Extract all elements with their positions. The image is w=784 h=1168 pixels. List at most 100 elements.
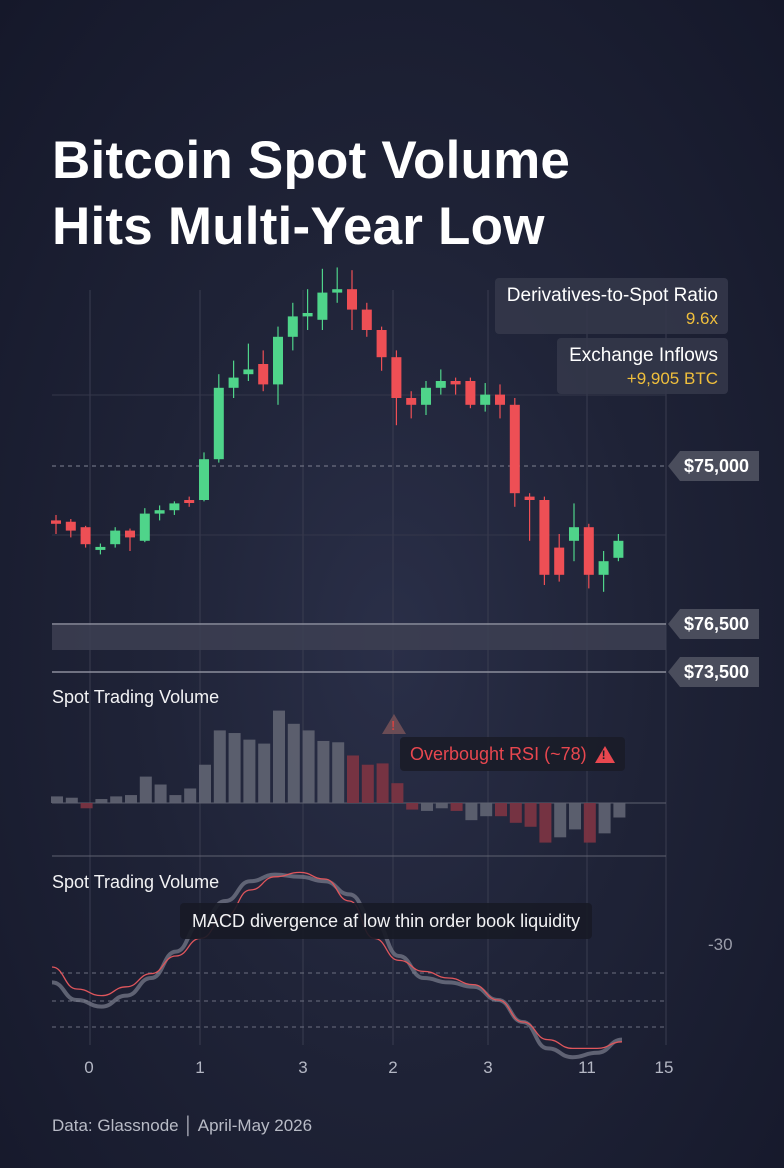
price-range-band bbox=[52, 625, 666, 650]
candle-body bbox=[154, 510, 165, 514]
volume-bar bbox=[258, 743, 271, 803]
x-tick: 11 bbox=[578, 1058, 596, 1077]
candle-body bbox=[524, 496, 535, 500]
volume-bar bbox=[199, 764, 211, 803]
volume-bar bbox=[613, 803, 626, 818]
volume-bar bbox=[347, 755, 359, 803]
volume-bar bbox=[184, 788, 197, 803]
macd-line bbox=[51, 871, 623, 1050]
volume-bar bbox=[569, 803, 581, 830]
candle-body bbox=[583, 527, 594, 575]
volume-bar bbox=[495, 803, 507, 817]
candle-body bbox=[302, 313, 313, 317]
price-label-low: $73,500 bbox=[668, 657, 760, 687]
warning-icon bbox=[382, 714, 406, 734]
volume-bar bbox=[228, 733, 241, 803]
volume-bar bbox=[110, 796, 123, 803]
volume-bar bbox=[169, 795, 182, 803]
volume-bar bbox=[287, 723, 300, 803]
candle-body bbox=[347, 289, 357, 310]
candle-body bbox=[80, 527, 91, 545]
candle-body bbox=[391, 357, 402, 398]
volume-bar bbox=[598, 803, 611, 834]
candle-body bbox=[287, 316, 298, 337]
candle-body bbox=[421, 387, 431, 405]
stat-derivatives-ratio: Derivatives-to-Spot Ratio 9.6x bbox=[494, 278, 728, 334]
candle-body bbox=[243, 369, 254, 375]
candle-body bbox=[213, 387, 224, 460]
macd-section-label: Spot Trading Volume bbox=[52, 872, 220, 892]
stat-label: Exchange Inflows bbox=[569, 345, 718, 366]
volume-bar bbox=[554, 803, 567, 838]
candle-body bbox=[199, 459, 209, 500]
rsi-callout: Overbought RSI (~78) bbox=[400, 737, 625, 771]
volume-bar bbox=[376, 763, 389, 803]
title-line-2: Hits Multi-Year Low bbox=[52, 197, 545, 256]
candle-body bbox=[95, 546, 106, 550]
candle-body bbox=[110, 530, 121, 545]
volume-bar bbox=[273, 710, 285, 803]
candle-body bbox=[376, 330, 387, 358]
candle-body bbox=[317, 292, 328, 320]
volume-bar bbox=[539, 803, 552, 843]
x-tick: 15 bbox=[654, 1058, 674, 1077]
macd-signal-line bbox=[51, 872, 623, 1060]
candle-body bbox=[258, 364, 269, 385]
candle-body bbox=[406, 398, 417, 405]
volume-bar bbox=[302, 730, 315, 803]
volume-bar bbox=[317, 740, 330, 803]
macd-series bbox=[51, 871, 623, 1060]
price-label-band: $76,500 bbox=[668, 609, 760, 639]
candle-body bbox=[273, 336, 283, 385]
volume-bar bbox=[465, 803, 478, 821]
candle-body bbox=[598, 561, 609, 575]
volume-bar bbox=[391, 783, 404, 803]
page-title: Bitcoin Spot Volume Hits Multi-Year Low bbox=[52, 128, 732, 260]
candle-body bbox=[332, 289, 343, 293]
volume-bar bbox=[80, 803, 93, 809]
volume-bar bbox=[51, 796, 63, 803]
candle-body bbox=[613, 540, 624, 558]
stat-value: +9,905 BTC bbox=[626, 369, 718, 388]
candle-body bbox=[169, 503, 180, 511]
volume-bar bbox=[450, 803, 463, 811]
candle-body bbox=[435, 381, 446, 388]
volume-bar bbox=[65, 797, 78, 803]
x-tick: 3 bbox=[483, 1058, 493, 1077]
candlestick-series bbox=[51, 267, 624, 592]
volume-series bbox=[51, 710, 626, 843]
candle-body bbox=[554, 547, 565, 575]
alert-triangle-icon bbox=[594, 745, 615, 763]
macd-side-label: -30 bbox=[708, 935, 733, 954]
stat-value: 9.6x bbox=[685, 309, 718, 328]
footer-source: Data: Glassnode │ April-May 2026 bbox=[52, 1116, 313, 1135]
volume-bar bbox=[435, 803, 448, 809]
candle-body bbox=[480, 394, 491, 405]
volume-bar bbox=[361, 764, 374, 803]
rsi-callout-text: Overbought RSI (~78) bbox=[410, 743, 587, 764]
volume-bar bbox=[583, 803, 596, 843]
volume-bar bbox=[421, 803, 433, 811]
candle-body bbox=[495, 394, 505, 405]
volume-bar bbox=[95, 799, 108, 803]
candle-body bbox=[65, 521, 76, 531]
candle-body bbox=[361, 309, 372, 330]
volume-bar bbox=[509, 803, 522, 823]
price-label-high: $75,000 bbox=[668, 451, 760, 481]
candle-body bbox=[509, 404, 520, 494]
stat-label: Derivatives-to-Spot Ratio bbox=[506, 285, 718, 306]
candle-body bbox=[450, 381, 461, 385]
candle-body bbox=[539, 500, 550, 575]
x-tick: 3 bbox=[298, 1058, 308, 1077]
candle-body bbox=[139, 513, 150, 541]
volume-bar bbox=[213, 730, 226, 803]
stat-exchange-inflows: Exchange Inflows +9,905 BTC bbox=[557, 338, 728, 394]
volume-bar bbox=[524, 803, 537, 827]
title-line-1: Bitcoin Spot Volume bbox=[52, 131, 571, 190]
candle-body bbox=[228, 377, 239, 388]
x-tick: 2 bbox=[388, 1058, 398, 1077]
volume-bar bbox=[139, 776, 152, 803]
volume-bar bbox=[125, 795, 137, 803]
volume-bar bbox=[480, 803, 493, 817]
